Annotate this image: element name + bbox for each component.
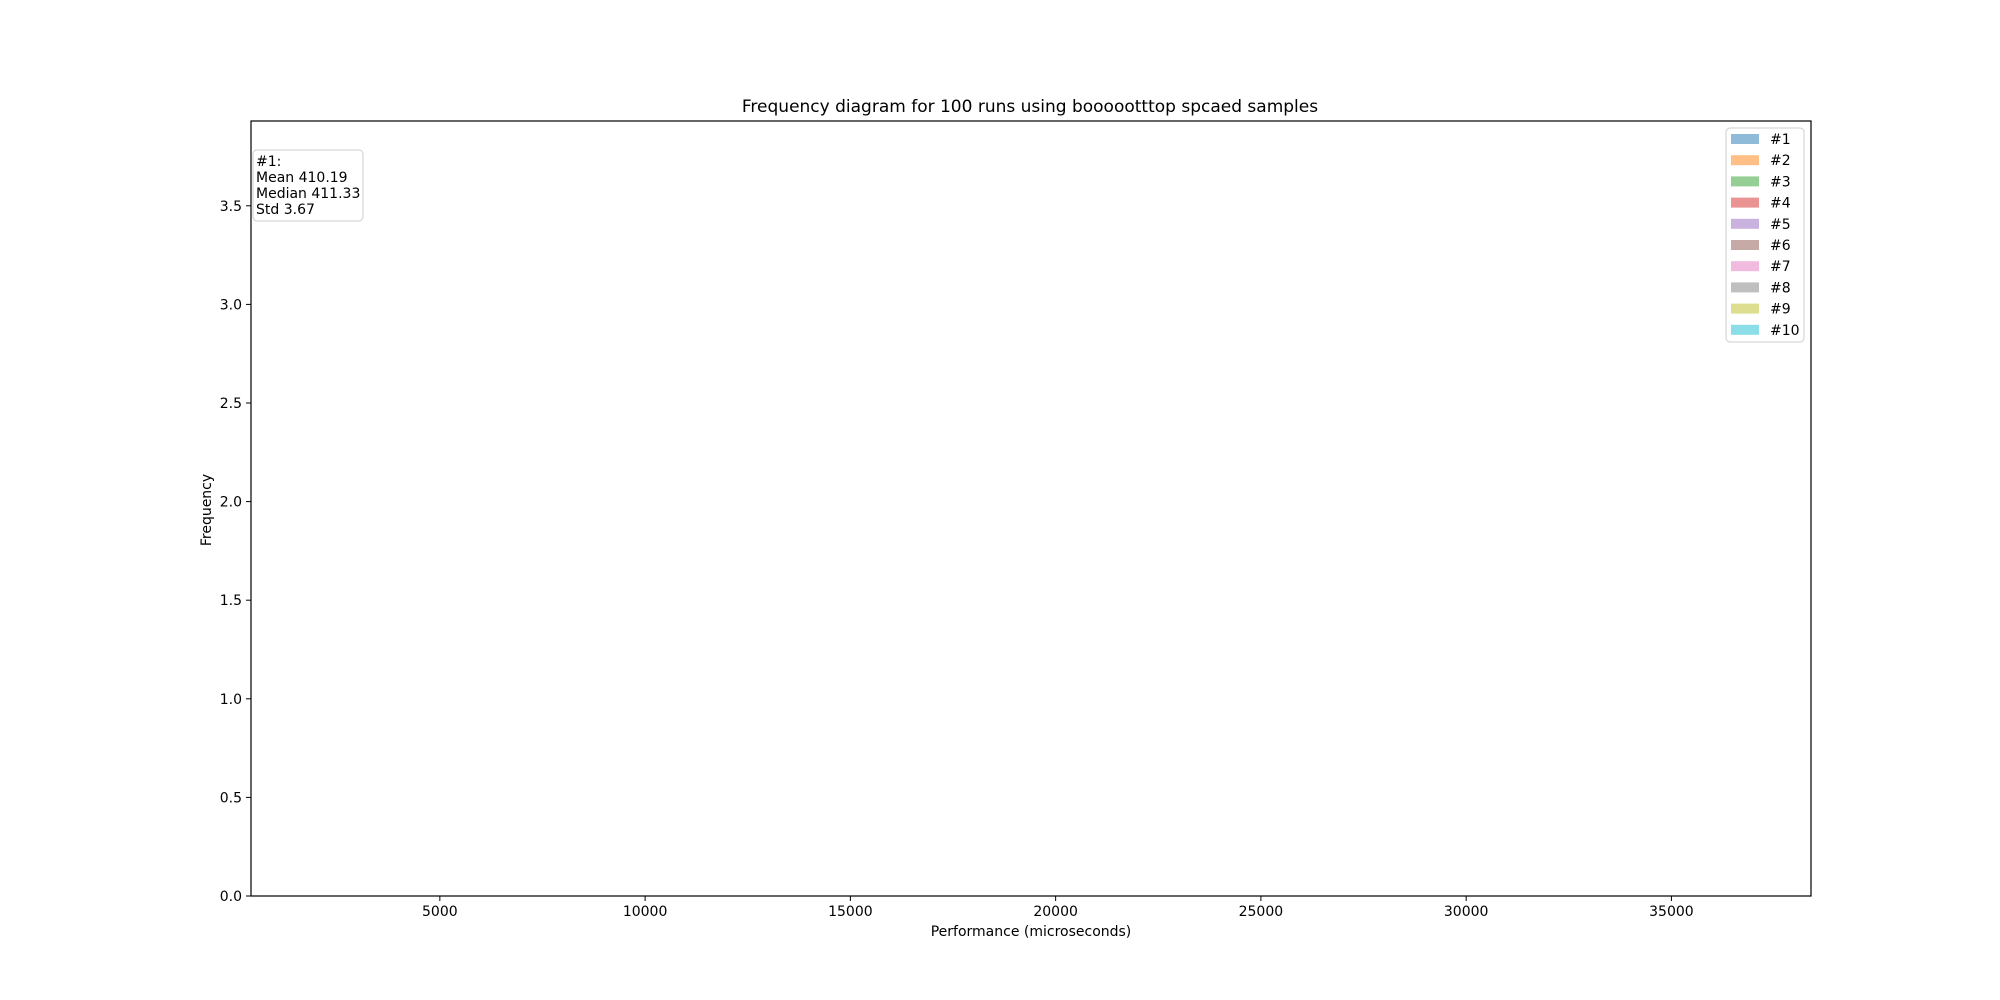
y-tick-label: 0.0 — [220, 889, 242, 905]
stats-box-line: Std 3.67 — [256, 202, 315, 218]
x-tick-label: 25000 — [1239, 904, 1284, 920]
stats-box-line: Median 411.33 — [256, 186, 360, 202]
y-axis: 0.0 0.5 1.0 1.5 2.0 2.5 3.0 3.5 — [220, 199, 251, 905]
y-tick-label: 1.0 — [220, 692, 242, 708]
legend-label: #9 — [1770, 302, 1791, 318]
plot-area — [250, 120, 1812, 897]
legend-swatch — [1731, 324, 1759, 335]
legend-label: #10 — [1770, 323, 1800, 339]
y-tick-label: 2.0 — [220, 495, 242, 511]
legend-entries: #1 #2 #3 #4 #5 #6 #7 #8 #9 #10 — [1731, 132, 1800, 339]
legend-label: #7 — [1770, 259, 1791, 275]
legend-swatch — [1731, 197, 1759, 208]
x-axis: 5000 10000 15000 20000 25000 30000 35000 — [422, 896, 1694, 920]
x-tick-label: 20000 — [1033, 904, 1078, 920]
x-tick-label: 30000 — [1444, 904, 1489, 920]
x-axis-label: Performance (microseconds) — [931, 924, 1132, 940]
y-tick-label: 2.5 — [220, 396, 242, 412]
stats-box-line: Mean 410.19 — [256, 170, 348, 186]
y-axis-label: Frequency — [199, 474, 215, 546]
y-tick-label: 1.5 — [220, 593, 242, 609]
legend: #1 #2 #3 #4 #5 #6 #7 #8 #9 #10 — [1725, 127, 1805, 343]
legend-swatch — [1731, 303, 1759, 314]
legend-label: #4 — [1770, 196, 1791, 212]
chart-title: Frequency diagram for 100 runs using boo… — [742, 97, 1318, 117]
stats-box-frame — [252, 149, 364, 222]
plot-frame — [250, 120, 1812, 897]
legend-label: #8 — [1770, 280, 1791, 296]
legend-swatch — [1731, 176, 1759, 187]
x-tick-label: 15000 — [828, 904, 873, 920]
legend-label: #2 — [1770, 153, 1791, 169]
legend-swatch — [1731, 134, 1759, 144]
y-tick-label: 3.0 — [220, 297, 242, 313]
legend-swatch — [1731, 282, 1759, 293]
x-tick-label: 10000 — [623, 904, 668, 920]
legend-swatch — [1731, 261, 1759, 272]
legend-label: #6 — [1770, 238, 1791, 254]
y-tick-label: 0.5 — [220, 790, 242, 806]
x-tick-label: 5000 — [422, 904, 458, 920]
stats-box-line: #1: — [256, 154, 281, 170]
y-tick-label: 3.5 — [220, 199, 242, 215]
legend-label: #5 — [1770, 217, 1791, 233]
stats-box: #1: Mean 410.19 Median 411.33 Std 3.67 — [252, 149, 364, 222]
legend-label: #3 — [1770, 174, 1791, 190]
legend-swatch — [1731, 218, 1759, 229]
legend-swatch — [1731, 240, 1759, 250]
legend-label: #1 — [1770, 132, 1791, 148]
legend-swatch — [1731, 155, 1759, 166]
x-tick-label: 35000 — [1649, 904, 1694, 920]
